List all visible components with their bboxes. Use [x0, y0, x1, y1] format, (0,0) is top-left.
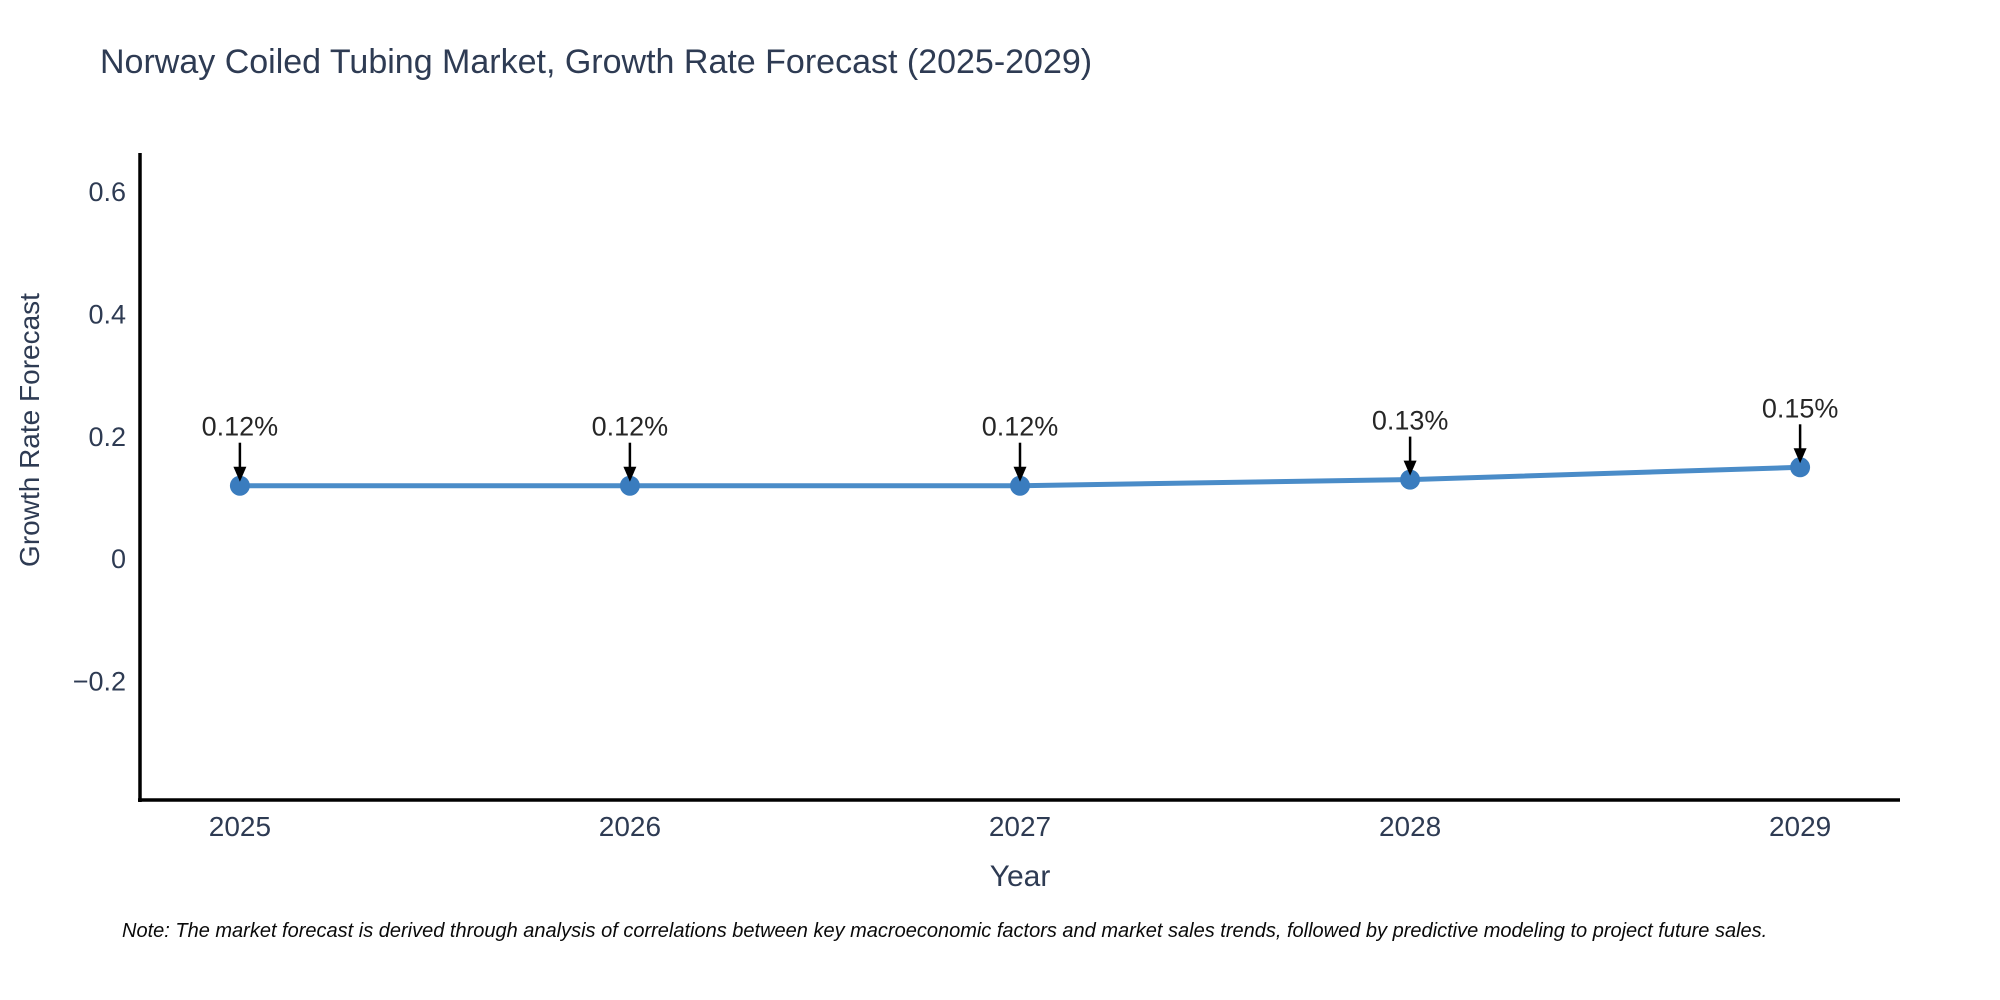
data-point-label: 0.12% [202, 412, 279, 442]
data-point-label: 0.12% [982, 412, 1059, 442]
annotation-arrowhead-icon [1793, 448, 1807, 464]
data-point-label: 0.15% [1762, 393, 1839, 423]
x-tick-label: 2025 [209, 811, 271, 842]
data-point-label: 0.13% [1372, 406, 1449, 436]
data-point-marker [1400, 469, 1421, 490]
y-tick-label: 0.2 [88, 422, 126, 452]
y-tick-label: 0.4 [88, 299, 126, 329]
y-tick-label: −0.2 [73, 666, 126, 696]
annotation-arrowhead-icon [1013, 466, 1027, 482]
x-tick-label: 2027 [989, 811, 1051, 842]
chart-title: Norway Coiled Tubing Market, Growth Rate… [100, 43, 1093, 81]
annotation-arrowhead-icon [623, 466, 637, 482]
annotation-arrowhead-icon [233, 466, 247, 482]
data-point-marker [1010, 475, 1030, 496]
data-point-label: 0.12% [592, 412, 669, 442]
data-point-marker [619, 475, 640, 496]
footnote-text: Note: The market forecast is derived thr… [122, 920, 1768, 942]
data-point-marker [1790, 457, 1811, 478]
data-point-marker [229, 475, 250, 496]
y-tick-label: 0.6 [88, 177, 126, 207]
annotation-arrowhead-icon [1403, 460, 1417, 476]
x-axis-title: Year [989, 860, 1051, 893]
x-tick-label: 2028 [1379, 811, 1441, 842]
x-tick-label: 2026 [599, 811, 661, 842]
y-tick-label: 0 [111, 544, 126, 574]
x-tick-label: 2029 [1769, 811, 1831, 842]
